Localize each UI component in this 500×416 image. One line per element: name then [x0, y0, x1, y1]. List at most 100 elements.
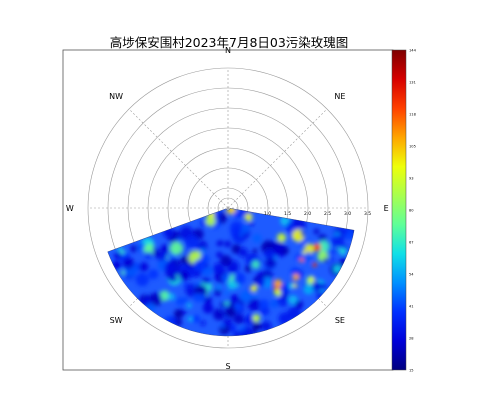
concentration-cell	[144, 251, 152, 259]
concentration-cell	[164, 261, 177, 274]
concentration-cell	[251, 260, 260, 269]
concentration-cell	[294, 300, 304, 309]
radial-tick-label: 3.0	[344, 211, 351, 217]
concentration-hotspot	[293, 283, 298, 288]
concentration-cell	[303, 284, 314, 295]
concentration-cell	[152, 249, 160, 257]
concentration-cell	[185, 234, 200, 249]
concentration-cell	[192, 314, 201, 323]
colorbar-tick-label: 54	[409, 272, 414, 276]
concentration-cell	[331, 235, 344, 248]
concentration-cell	[152, 246, 157, 251]
concentration-cell	[328, 256, 334, 262]
concentration-cell	[328, 249, 333, 255]
direction-label-sw: SW	[110, 316, 123, 325]
concentration-cell	[253, 293, 258, 299]
colorbar-bar	[391, 49, 407, 371]
concentration-cell	[318, 234, 327, 243]
concentration-cell	[252, 248, 258, 254]
concentration-cell	[341, 227, 348, 234]
concentration-cell	[170, 316, 177, 323]
concentration-cell	[181, 296, 189, 304]
colorbar-tick-label: 41	[409, 304, 414, 308]
concentration-cell	[225, 306, 236, 318]
concentration-cell	[261, 321, 272, 332]
direction-label-n: N	[225, 46, 231, 55]
concentration-cell	[216, 284, 222, 291]
concentration-cell	[123, 257, 134, 269]
concentration-cell	[148, 269, 159, 280]
concentration-cell	[276, 295, 289, 307]
grid-spoke	[128, 108, 229, 209]
concentration-cell	[180, 256, 189, 264]
colorbar-ticks: 144 131 118 105 93 80 67 54 41 28 15	[409, 48, 417, 372]
concentration-cell	[213, 308, 225, 321]
concentration-cell	[300, 231, 305, 236]
concentration-cell	[244, 265, 252, 273]
concentration-cell	[288, 295, 298, 305]
concentration-cell	[202, 302, 214, 314]
concentration-cell	[193, 292, 201, 301]
concentration-hotspot	[274, 289, 282, 297]
colorbar-tick-label: 144	[409, 48, 417, 52]
concentration-cell	[318, 240, 330, 253]
direction-label-nw: NW	[109, 92, 123, 101]
colorbar: 144 131 118 105 93 80 67 54 41 28 15	[391, 48, 417, 372]
concentration-hotspot	[250, 285, 258, 292]
colorbar-tick-label: 131	[409, 80, 416, 84]
concentration-cell	[276, 233, 287, 243]
radial-tick-label: 1.5	[284, 211, 291, 217]
direction-label-s: S	[225, 362, 230, 371]
concentration-cell	[223, 318, 232, 327]
concentration-cell	[244, 213, 253, 222]
concentration-hotspot	[299, 257, 304, 263]
concentration-cell	[205, 216, 216, 227]
concentration-cell	[247, 298, 261, 312]
chart-title: 高埗保安围村2023年7月8日03污染玫瑰图	[110, 35, 349, 50]
direction-labels: N NE E SE S SW W NW	[66, 46, 389, 371]
concentration-cell	[216, 251, 223, 258]
concentration-cell	[234, 314, 244, 325]
concentration-cell	[230, 294, 240, 304]
concentration-cell	[187, 303, 192, 309]
concentration-cell	[252, 233, 262, 243]
radial-tick-label: 2.5	[324, 211, 331, 217]
concentration-cell	[216, 241, 221, 247]
concentration-cell	[238, 247, 248, 258]
concentration-cell	[311, 281, 322, 292]
concentration-cell	[199, 248, 205, 254]
grid-spoke	[227, 108, 328, 209]
concentration-hotspot	[312, 262, 317, 267]
colorbar-tick-label: 28	[409, 336, 414, 340]
concentration-cell	[240, 326, 246, 332]
concentration-cell	[167, 293, 175, 301]
radial-tick-label: 1.0	[264, 211, 271, 217]
grid-ring	[87, 67, 369, 349]
concentration-cell	[159, 290, 170, 302]
concentration-cell	[233, 210, 241, 219]
concentration-cell	[226, 208, 237, 215]
concentration-cell	[224, 290, 230, 296]
concentration-cell	[183, 282, 190, 288]
concentration-cell	[176, 237, 182, 243]
concentration-cell	[193, 259, 206, 272]
concentration-hotspot	[313, 243, 321, 251]
concentration-cell	[258, 299, 269, 310]
concentration-cell	[323, 258, 328, 263]
concentration-cell	[212, 262, 225, 275]
concentration-cell	[233, 272, 246, 285]
concentration-cell	[114, 251, 122, 260]
concentration-cell	[202, 277, 209, 284]
concentration-cell	[121, 270, 126, 275]
colorbar-tick-label: 15	[409, 368, 414, 372]
concentration-cell	[229, 221, 244, 235]
concentration-cell	[139, 262, 149, 272]
colorbar-tick-label: 67	[409, 240, 414, 244]
direction-label-se: SE	[335, 316, 345, 325]
concentration-cell	[130, 245, 138, 253]
concentration-cell	[271, 241, 286, 255]
concentration-hotspot	[307, 276, 315, 284]
direction-label-ne: NE	[334, 92, 345, 101]
concentration-cell	[313, 228, 320, 235]
